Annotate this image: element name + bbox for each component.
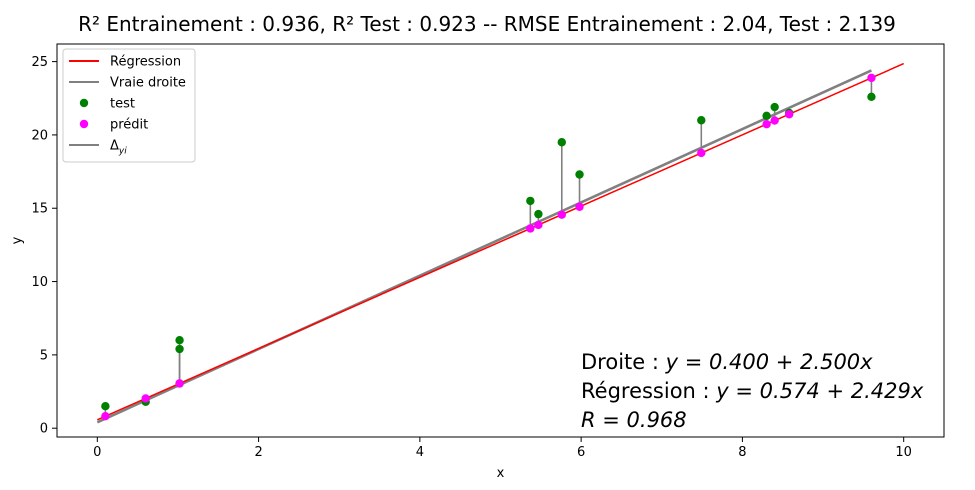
annotation-line: Droite : y = 0.400 + 2.500x [581,350,873,374]
x-axis-label: x [497,466,505,481]
annotations: Droite : y = 0.400 + 2.500x Régression : … [581,350,924,432]
x-tick-label: 10 [895,445,912,460]
annotation-math: y = 0.400 + 2.500x [665,350,874,374]
predicted-point [762,120,771,129]
chart-title-text: R² Entrainement : 0.936, R² Test : 0.923… [78,12,896,36]
chart-title: R² Entrainement : 0.936, R² Test : 0.923… [78,12,896,36]
annotation-prefix: Droite : [581,350,666,374]
plot-frame [56,43,945,438]
predicted-point [101,411,110,421]
predicted-points [101,73,876,421]
predicted-point [534,220,543,230]
legend-label-sub: yi [118,147,127,157]
test-point [867,92,876,101]
y-tick-label: 25 [31,55,48,70]
x-tick-label: 4 [416,445,424,460]
legend-box [62,48,196,163]
legend-label: test [110,97,135,112]
predicted-point [557,210,566,219]
predicted-point [697,148,706,158]
test-point [534,209,543,219]
y-tick-label: 15 [31,202,48,217]
test-point [762,111,771,121]
annotation-prefix: Régression : [581,379,716,403]
y-axis-label: y [10,236,25,244]
test-point [526,196,535,206]
test-point [175,336,184,345]
legend-swatch [79,119,89,129]
legend-label-main: Δ [110,139,119,154]
legend-label: Δyi [110,139,127,157]
annotation-math: R = 0.968 [581,408,687,432]
test-point [557,138,566,147]
legend: Régression Vraie droite test prédit Δyi [62,48,196,163]
legend-label: Vraie droite [110,76,186,91]
x-tick-label: 0 [93,445,101,460]
y-tick-label: 20 [31,128,48,143]
y-tick-label: 5 [40,348,48,363]
predicted-point [867,73,876,83]
x-tick-label: 2 [254,445,262,460]
predicted-point [526,224,535,233]
legend-label: prédit [110,118,148,133]
test-point [770,102,779,112]
legend-swatch [79,98,89,108]
predicted-point [575,202,584,211]
predicted-point [141,394,150,403]
annotation-line: R = 0.968 [581,408,687,432]
annotation-math: y = 0.574 + 2.429x [715,379,924,403]
predicted-point [784,110,794,119]
test-point [575,170,584,179]
test-point [101,402,110,411]
annotation-line: Régression : y = 0.574 + 2.429x [581,379,924,403]
y-tick-label: 10 [31,275,48,290]
legend-label: Régression [110,55,181,70]
axes: 0 2 4 6 8 10 0 5 10 15 20 25 x y [10,43,945,481]
test-point [175,344,184,354]
y-tick-label: 0 [40,422,48,437]
predicted-point [770,116,779,125]
test-point [697,116,706,125]
predicted-point [175,379,184,388]
x-tick-label: 6 [577,445,585,460]
true-line [96,69,872,424]
x-tick-label: 8 [738,445,746,460]
